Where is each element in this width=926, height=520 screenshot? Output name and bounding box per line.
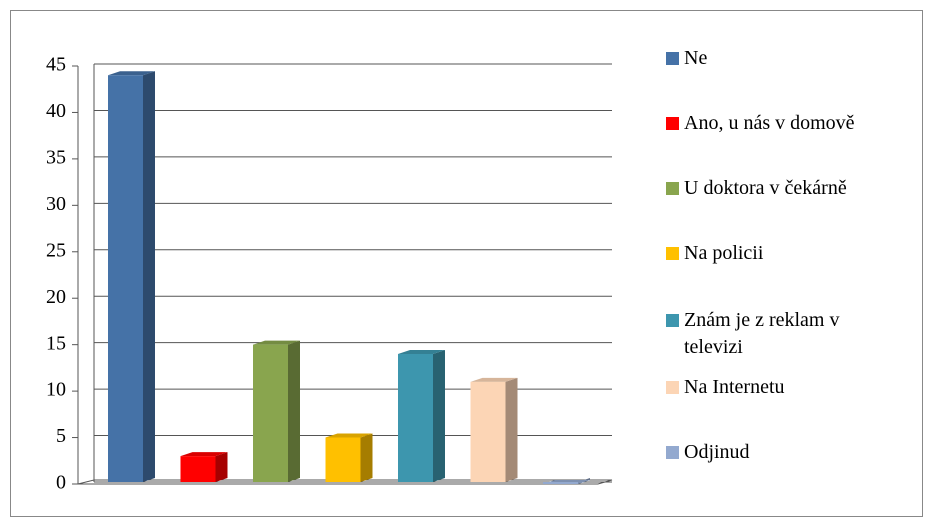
y-tick-label: 30: [46, 193, 66, 215]
bar-side: [143, 71, 155, 483]
bar-front: [398, 353, 433, 482]
bar: [180, 452, 228, 482]
y-tick-label: 10: [46, 379, 66, 401]
y-tick-label: 25: [46, 239, 66, 261]
legend-swatch: [666, 117, 679, 130]
bar-top: [108, 71, 155, 76]
bar-front: [543, 482, 578, 484]
bar: [253, 340, 300, 482]
y-tick-label: 40: [46, 100, 66, 122]
legend-label: Ne: [684, 47, 708, 69]
bar-top: [325, 433, 373, 438]
legend-item: Odjinud: [666, 439, 916, 466]
legend-label: Ano, u nás v domově: [684, 112, 855, 134]
chart-frame: [10, 10, 923, 517]
legend-item: Ne: [666, 45, 916, 72]
legend-item: U doktora v čekárně: [666, 175, 916, 202]
legend-swatch: [666, 247, 679, 260]
bar: [470, 377, 518, 482]
bar: [543, 478, 590, 484]
bar-top: [180, 452, 228, 457]
bar-side: [505, 377, 518, 482]
legend-label: Odjinud: [684, 441, 750, 463]
bar-front: [470, 381, 506, 482]
bar: [398, 349, 445, 482]
legend-label: Znám je z reklam v televizi: [684, 309, 840, 358]
legend-item: Ano, u nás v domově: [666, 110, 916, 137]
bar-top: [253, 340, 300, 345]
y-tick-label: 45: [46, 54, 66, 76]
legend-item: Na Internetu: [666, 374, 916, 401]
y-tick-label: 0: [56, 472, 66, 494]
bar-front: [180, 456, 216, 482]
bar-top: [398, 349, 445, 354]
legend-item: Na policii: [666, 240, 916, 267]
legend-label: U doktora v čekárně: [684, 177, 847, 199]
legend-label: Na Internetu: [684, 376, 785, 398]
floor: [77, 479, 613, 485]
bar: [325, 433, 373, 482]
y-tick-label: 35: [46, 146, 66, 168]
bar: [108, 71, 155, 483]
bar-side: [215, 452, 228, 482]
bar-side: [288, 340, 300, 482]
bar-front: [253, 344, 288, 482]
legend-item: Znám je z reklam v televizi: [666, 307, 916, 361]
y-tick-label: 15: [46, 332, 66, 354]
bar-top: [470, 377, 518, 382]
legend-swatch: [666, 182, 679, 195]
legend-swatch: [666, 381, 679, 394]
bar-side: [360, 433, 373, 482]
bar-front: [108, 75, 143, 483]
bar-front: [325, 437, 361, 482]
legend-swatch: [666, 314, 679, 327]
bar-side: [433, 349, 445, 482]
legend-label: Na policii: [684, 242, 764, 264]
legend-swatch: [666, 52, 679, 65]
y-tick-label: 5: [56, 425, 66, 447]
legend-swatch: [666, 446, 679, 459]
y-tick-label: 20: [46, 286, 66, 308]
